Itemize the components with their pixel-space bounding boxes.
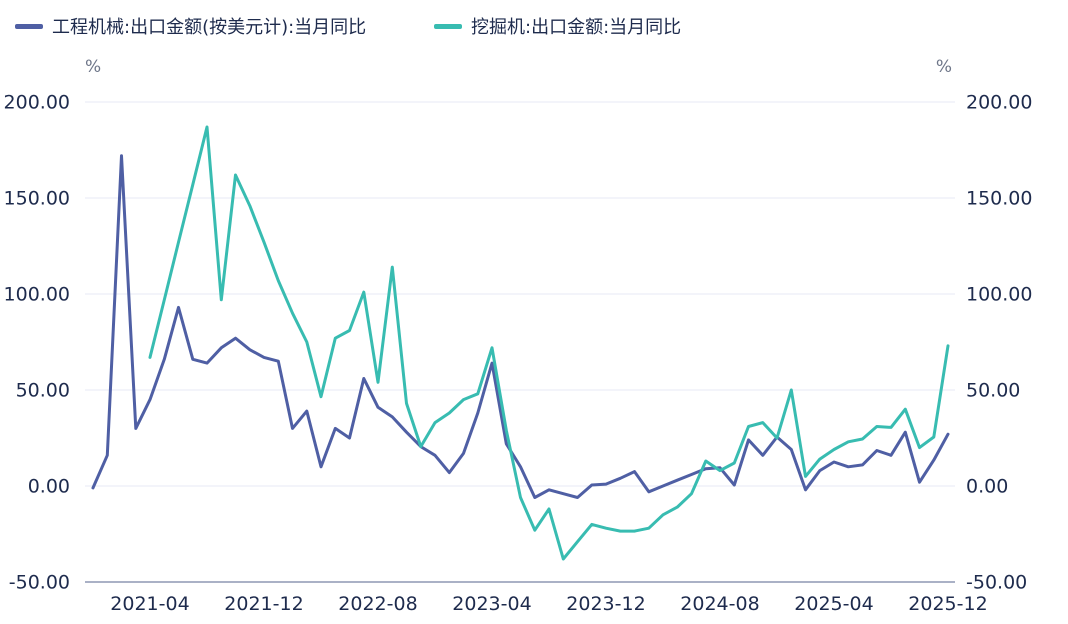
y-axis-label-right: 150.00 (966, 188, 1032, 210)
y-axis-unit-right: % (935, 57, 952, 77)
x-axis-label: 2023-04 (452, 593, 531, 615)
y-axis-label-left: 50.00 (16, 380, 70, 402)
legend: 工程机械:出口金额(按美元计):当月同比 挖掘机:出口金额:当月同比 (0, 13, 1068, 39)
y-axis-label-right: -50.00 (966, 572, 1027, 594)
y-axis-label-left: 0.00 (28, 476, 70, 498)
series-line-excavator (148, 125, 950, 561)
x-axis-label: 2025-12 (908, 593, 987, 615)
y-axis-label-left: 100.00 (4, 284, 70, 306)
y-axis-label-right: 50.00 (966, 380, 1020, 402)
x-axis-label: 2021-12 (224, 593, 303, 615)
y-axis-label-left: -50.00 (9, 572, 70, 594)
y-axis-label-left: 200.00 (4, 92, 70, 114)
y-axis-label-left: 150.00 (4, 188, 70, 210)
legend-item-construction-machinery[interactable]: 工程机械:出口金额(按美元计):当月同比 (15, 13, 366, 39)
legend-swatch-construction-machinery (15, 23, 43, 29)
legend-label-excavator: 挖掘机:出口金额:当月同比 (471, 17, 682, 38)
y-axis-label-right: 0.00 (966, 476, 1008, 498)
x-axis-label: 2024-08 (680, 593, 759, 615)
series-line-construction-machinery (91, 154, 950, 499)
x-axis-label: 2023-12 (566, 593, 645, 615)
y-axis-label-right: 200.00 (966, 92, 1032, 114)
x-axis-label: 2022-08 (338, 593, 417, 615)
y-axis-unit-left: % (85, 57, 102, 77)
legend-item-excavator[interactable]: 挖掘机:出口金额:当月同比 (434, 13, 681, 39)
x-axis-label: 2025-04 (794, 593, 873, 615)
legend-swatch-excavator (434, 23, 462, 29)
legend-label-construction-machinery: 工程机械:出口金额(按美元计):当月同比 (52, 17, 367, 38)
x-axis-label: 2021-04 (110, 593, 189, 615)
y-axis-label-right: 100.00 (966, 284, 1032, 306)
